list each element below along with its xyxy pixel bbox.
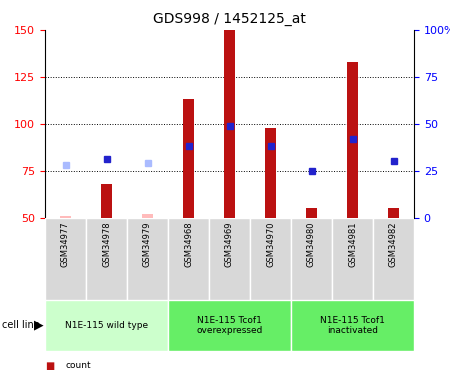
Bar	[209, 217, 250, 300]
Text: N1E-115 wild type: N1E-115 wild type	[65, 321, 148, 330]
Text: GSM34969: GSM34969	[225, 222, 234, 267]
Text: ■: ■	[45, 361, 54, 370]
Bar	[168, 300, 291, 351]
Text: GSM34980: GSM34980	[307, 222, 316, 267]
Bar	[347, 62, 358, 217]
Bar	[60, 216, 71, 217]
Text: GSM34968: GSM34968	[184, 222, 193, 267]
Bar	[291, 217, 332, 300]
Bar	[225, 30, 234, 217]
Bar	[250, 217, 291, 300]
Bar	[306, 208, 317, 218]
Text: GSM34982: GSM34982	[389, 222, 398, 267]
Bar	[127, 217, 168, 300]
Bar	[373, 217, 414, 300]
Text: GSM34977: GSM34977	[61, 222, 70, 267]
Bar	[168, 217, 209, 300]
Bar	[45, 217, 86, 300]
Bar	[388, 208, 399, 218]
Text: cell line: cell line	[2, 320, 40, 330]
Text: GSM34978: GSM34978	[102, 222, 111, 267]
Bar	[291, 300, 414, 351]
Text: N1E-115 Tcof1
inactivated: N1E-115 Tcof1 inactivated	[320, 316, 385, 335]
Text: GSM34970: GSM34970	[266, 222, 275, 267]
Bar	[142, 214, 153, 217]
Text: count: count	[65, 361, 91, 370]
Bar	[332, 217, 373, 300]
Bar	[45, 300, 168, 351]
Bar	[101, 184, 112, 218]
Text: GSM34979: GSM34979	[143, 222, 152, 267]
Bar	[184, 99, 194, 218]
Bar	[86, 217, 127, 300]
Text: GSM34981: GSM34981	[348, 222, 357, 267]
Title: GDS998 / 1452125_at: GDS998 / 1452125_at	[153, 12, 306, 26]
Bar	[266, 128, 275, 218]
Text: N1E-115 Tcof1
overexpressed: N1E-115 Tcof1 overexpressed	[196, 316, 263, 335]
Text: ▶: ▶	[34, 319, 43, 332]
